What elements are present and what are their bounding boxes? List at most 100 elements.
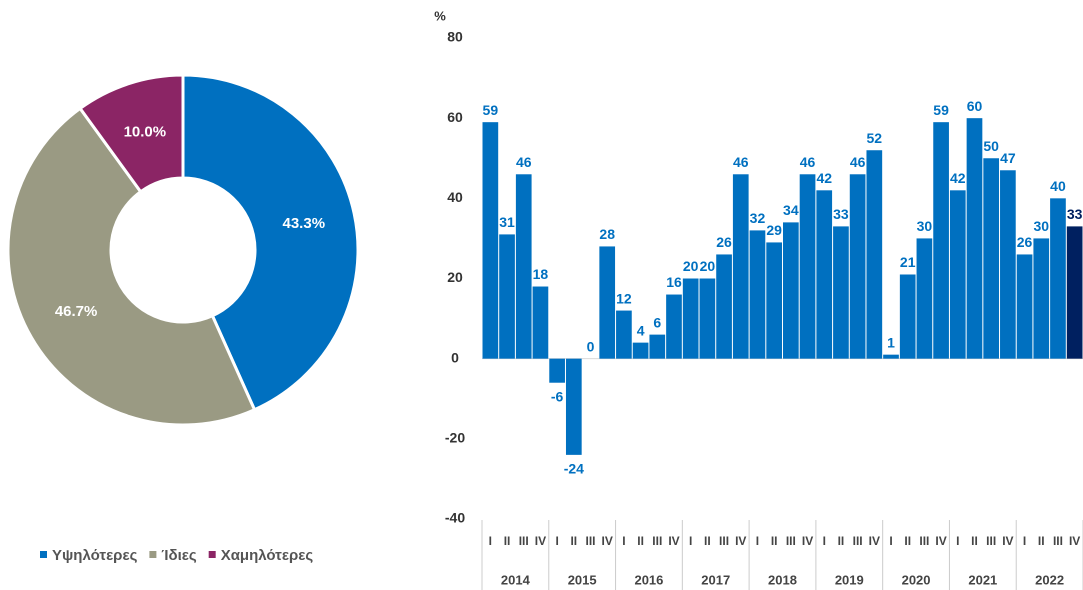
bar xyxy=(1066,226,1083,359)
bar xyxy=(666,294,682,359)
bar xyxy=(649,334,666,359)
value-label: 12 xyxy=(616,290,632,306)
group-label: 2015 xyxy=(568,572,597,587)
x-tick-label: II xyxy=(838,534,845,548)
value-label: 46 xyxy=(516,154,532,170)
value-label: 34 xyxy=(783,202,799,218)
value-label: 26 xyxy=(1017,234,1033,250)
x-tick-label: III xyxy=(853,534,863,548)
y-tick-label: 60 xyxy=(447,109,463,125)
value-label: 28 xyxy=(599,226,615,242)
value-label: 59 xyxy=(933,102,949,118)
x-tick-label: I xyxy=(622,534,625,548)
bar xyxy=(1016,254,1033,359)
x-tick-label: III xyxy=(719,534,729,548)
bar xyxy=(799,174,816,359)
value-label: 6 xyxy=(653,314,661,330)
bar xyxy=(833,226,849,359)
value-label: -24 xyxy=(564,461,584,477)
y-tick-label: 20 xyxy=(447,269,463,285)
value-label: 20 xyxy=(700,258,716,274)
x-tick-label: IV xyxy=(1002,534,1013,548)
bar xyxy=(933,122,949,359)
y-axis-label: % xyxy=(434,8,446,23)
bar xyxy=(766,242,782,359)
x-tick-label: III xyxy=(586,534,596,548)
x-tick-label: I xyxy=(889,534,892,548)
bar xyxy=(949,190,966,359)
x-tick-label: III xyxy=(919,534,929,548)
group-label: 2014 xyxy=(501,572,531,587)
x-tick-label: I xyxy=(489,534,492,548)
x-tick-label: III xyxy=(786,534,796,548)
x-tick-label: III xyxy=(652,534,662,548)
bar xyxy=(482,122,499,359)
bar xyxy=(883,354,899,359)
value-label: 46 xyxy=(800,154,816,170)
x-tick-label: IV xyxy=(802,534,813,548)
value-label: 1 xyxy=(887,334,895,350)
bar xyxy=(732,174,749,359)
x-tick-label: I xyxy=(956,534,959,548)
value-label: 26 xyxy=(716,234,732,250)
value-label: 59 xyxy=(483,102,499,118)
x-tick-label: II xyxy=(637,534,644,548)
x-tick-label: IV xyxy=(668,534,679,548)
group-label: 2021 xyxy=(968,572,997,587)
bar xyxy=(1033,238,1050,359)
x-tick-label: IV xyxy=(602,534,613,548)
x-tick-label: II xyxy=(971,534,978,548)
bar xyxy=(1050,198,1066,359)
legend-marker xyxy=(149,551,157,558)
y-tick-label: 0 xyxy=(451,349,459,365)
group-label: 2017 xyxy=(701,572,730,587)
bar xyxy=(749,230,766,359)
bar xyxy=(682,278,699,359)
slice-label: 10.0% xyxy=(124,124,167,141)
y-tick-label: 40 xyxy=(447,189,463,205)
value-label: 0 xyxy=(587,338,595,354)
x-tick-label: II xyxy=(771,534,778,548)
legend-label: Υψηλότερες xyxy=(52,547,138,564)
value-label: 16 xyxy=(666,274,682,290)
bar xyxy=(1000,170,1016,359)
x-tick-label: I xyxy=(756,534,759,548)
bar xyxy=(515,174,532,359)
x-tick-label: IV xyxy=(735,534,746,548)
value-label: 46 xyxy=(850,154,866,170)
bar xyxy=(532,286,549,359)
x-tick-label: II xyxy=(704,534,711,548)
pie-slice xyxy=(181,73,360,412)
y-tick-label: 80 xyxy=(447,29,463,45)
value-label: 40 xyxy=(1050,178,1066,194)
pie-slice xyxy=(6,106,257,427)
slice-label: 46.7% xyxy=(55,303,98,320)
x-tick-label: III xyxy=(1053,534,1063,548)
group-label: 2022 xyxy=(1035,572,1064,587)
value-label: 29 xyxy=(766,222,782,238)
value-label: 50 xyxy=(983,138,999,154)
bar xyxy=(699,278,716,359)
value-label: 42 xyxy=(950,170,966,186)
value-label: 60 xyxy=(967,98,983,114)
value-label: 32 xyxy=(750,210,766,226)
legend-label: Ίδιες xyxy=(161,547,196,564)
x-tick-label: I xyxy=(823,534,826,548)
group-label: 2020 xyxy=(902,572,931,587)
bar xyxy=(565,358,582,455)
x-tick-label: I xyxy=(555,534,558,548)
legend-marker xyxy=(40,551,47,558)
bar xyxy=(499,234,515,359)
bar xyxy=(599,246,616,359)
bar xyxy=(616,310,632,359)
legend-marker xyxy=(208,551,216,558)
value-label: 20 xyxy=(683,258,699,274)
bar xyxy=(983,158,1000,359)
pie-slice xyxy=(78,73,185,194)
bar xyxy=(816,190,833,359)
x-tick-label: I xyxy=(689,534,692,548)
x-tick-label: III xyxy=(519,534,529,548)
bar xyxy=(966,118,983,359)
x-tick-label: I xyxy=(1023,534,1026,548)
